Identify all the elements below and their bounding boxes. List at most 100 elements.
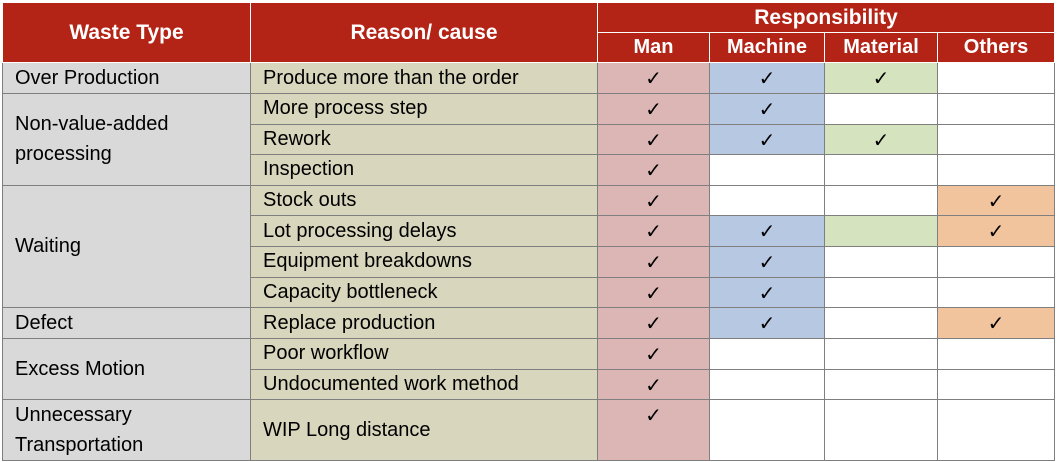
table-row: Inspection ✓ <box>3 154 1056 186</box>
machine-cell <box>709 338 825 370</box>
check-mark-icon: ✓ <box>872 129 890 152</box>
others-cell <box>936 276 1056 309</box>
waste-type-cell: Over Production <box>2 62 251 94</box>
others-cell <box>936 154 1056 186</box>
check-mark-icon: ✓ <box>645 160 662 183</box>
material-cell: ✓ <box>824 62 938 94</box>
man-cell: ✓ <box>597 123 710 156</box>
man-cell: ✓ <box>597 154 710 186</box>
table-row: Excess Motion Poor workflow ✓ <box>2 338 1056 401</box>
check-mark-icon: ✓ <box>645 282 662 305</box>
check-mark-icon: ✓ <box>645 129 662 152</box>
others-cell <box>936 338 1056 370</box>
check-mark-icon: ✓ <box>645 68 662 90</box>
waste-type-cell: Unnecessary Transportation <box>2 399 251 462</box>
table-row: Waiting Stock outs ✓ ✓ <box>2 184 1056 309</box>
check-mark-icon: ✓ <box>645 405 662 428</box>
header-others: Others <box>936 32 1056 63</box>
table-body: Over Production Produce more than the ord… <box>2 62 1056 462</box>
man-cell: ✓ <box>597 307 710 340</box>
machine-cell <box>709 154 825 186</box>
check-mark-icon: ✓ <box>758 99 776 121</box>
table-row: Over Production Produce more than the ord… <box>2 62 1056 94</box>
reason-cell: Rework <box>250 123 598 156</box>
table-row: Undocumented work method ✓ <box>3 368 1056 401</box>
machine-cell: ✓ <box>709 215 825 247</box>
check-mark-icon: ✓ <box>645 221 662 244</box>
header-responsibility: Responsibility <box>596 2 1056 33</box>
material-cell <box>824 215 938 247</box>
man-cell: ✓ <box>597 399 710 462</box>
material-cell <box>824 154 938 186</box>
header-reason: Reason/ cause <box>250 2 598 63</box>
check-mark-icon: ✓ <box>758 251 776 274</box>
others-cell: ✓ <box>936 184 1056 217</box>
table-row: Rework ✓ ✓ ✓ <box>3 123 1056 156</box>
reason-cell: Produce more than the order <box>250 62 598 94</box>
material-cell <box>824 368 938 401</box>
machine-cell: ✓ <box>709 307 825 340</box>
material-cell <box>824 245 938 278</box>
man-cell: ✓ <box>597 215 710 247</box>
check-mark-icon: ✓ <box>872 68 890 90</box>
check-mark-icon: ✓ <box>987 221 1005 244</box>
waste-type-cell: Non-value-added processing <box>2 93 251 186</box>
machine-cell: ✓ <box>709 62 825 94</box>
machine-cell <box>709 368 825 401</box>
others-cell: ✓ <box>936 215 1056 247</box>
table-header: Waste Type Reason/ cause Responsibility … <box>2 2 1056 63</box>
reason-cell: Poor workflow <box>250 338 598 370</box>
man-cell: ✓ <box>597 93 710 125</box>
check-mark-icon: ✓ <box>758 68 776 90</box>
man-cell: ✓ <box>597 368 710 401</box>
reason-cell: Capacity bottleneck <box>250 276 598 309</box>
table-row: Unnecessary Transportation WIP Long dista… <box>2 399 1056 462</box>
material-cell <box>824 338 938 370</box>
material-cell <box>824 276 938 309</box>
check-mark-icon: ✓ <box>758 129 776 152</box>
others-cell <box>936 368 1056 401</box>
check-mark-icon: ✓ <box>645 344 662 367</box>
header-man: Man <box>597 32 710 63</box>
check-mark-icon: ✓ <box>758 221 776 244</box>
check-mark-icon: ✓ <box>645 251 662 274</box>
reason-cell: WIP Long distance <box>250 399 598 462</box>
header-waste-type: Waste Type <box>2 2 251 63</box>
check-mark-icon: ✓ <box>645 190 662 213</box>
machine-cell <box>709 399 825 462</box>
waste-type-cell: Defect <box>2 307 251 340</box>
waste-type-cell: Excess Motion <box>2 338 251 401</box>
machine-cell: ✓ <box>709 245 825 278</box>
man-cell: ✓ <box>597 184 710 217</box>
reason-cell: Lot processing delays <box>250 215 598 247</box>
machine-cell: ✓ <box>709 123 825 156</box>
check-mark-icon: ✓ <box>987 313 1005 336</box>
table-row: Capacity bottleneck ✓ ✓ <box>3 276 1056 309</box>
others-cell <box>936 62 1056 94</box>
others-cell <box>936 93 1056 125</box>
reason-cell: Replace production <box>250 307 598 340</box>
table-row: Defect Replace production ✓ ✓ ✓ <box>2 307 1056 340</box>
others-cell <box>936 245 1056 278</box>
others-cell <box>936 123 1056 156</box>
others-cell <box>936 399 1056 462</box>
table-row: Non-value-added processing More process s… <box>2 93 1056 186</box>
reason-cell: Undocumented work method <box>250 368 598 401</box>
man-cell: ✓ <box>597 338 710 370</box>
man-cell: ✓ <box>597 245 710 278</box>
header-machine: Machine <box>709 32 825 63</box>
table-row: Lot processing delays ✓ ✓ ✓ <box>3 215 1056 247</box>
machine-cell <box>709 184 825 217</box>
material-cell <box>824 399 938 462</box>
man-cell: ✓ <box>597 62 710 94</box>
reason-cell: Stock outs <box>250 184 598 217</box>
check-mark-icon: ✓ <box>645 374 662 397</box>
machine-cell: ✓ <box>709 276 825 309</box>
machine-cell: ✓ <box>709 93 825 125</box>
header-material: Material <box>824 32 938 63</box>
material-cell <box>824 93 938 125</box>
others-cell: ✓ <box>936 307 1056 340</box>
reason-cell: Equipment breakdowns <box>250 245 598 278</box>
material-cell <box>824 307 938 340</box>
